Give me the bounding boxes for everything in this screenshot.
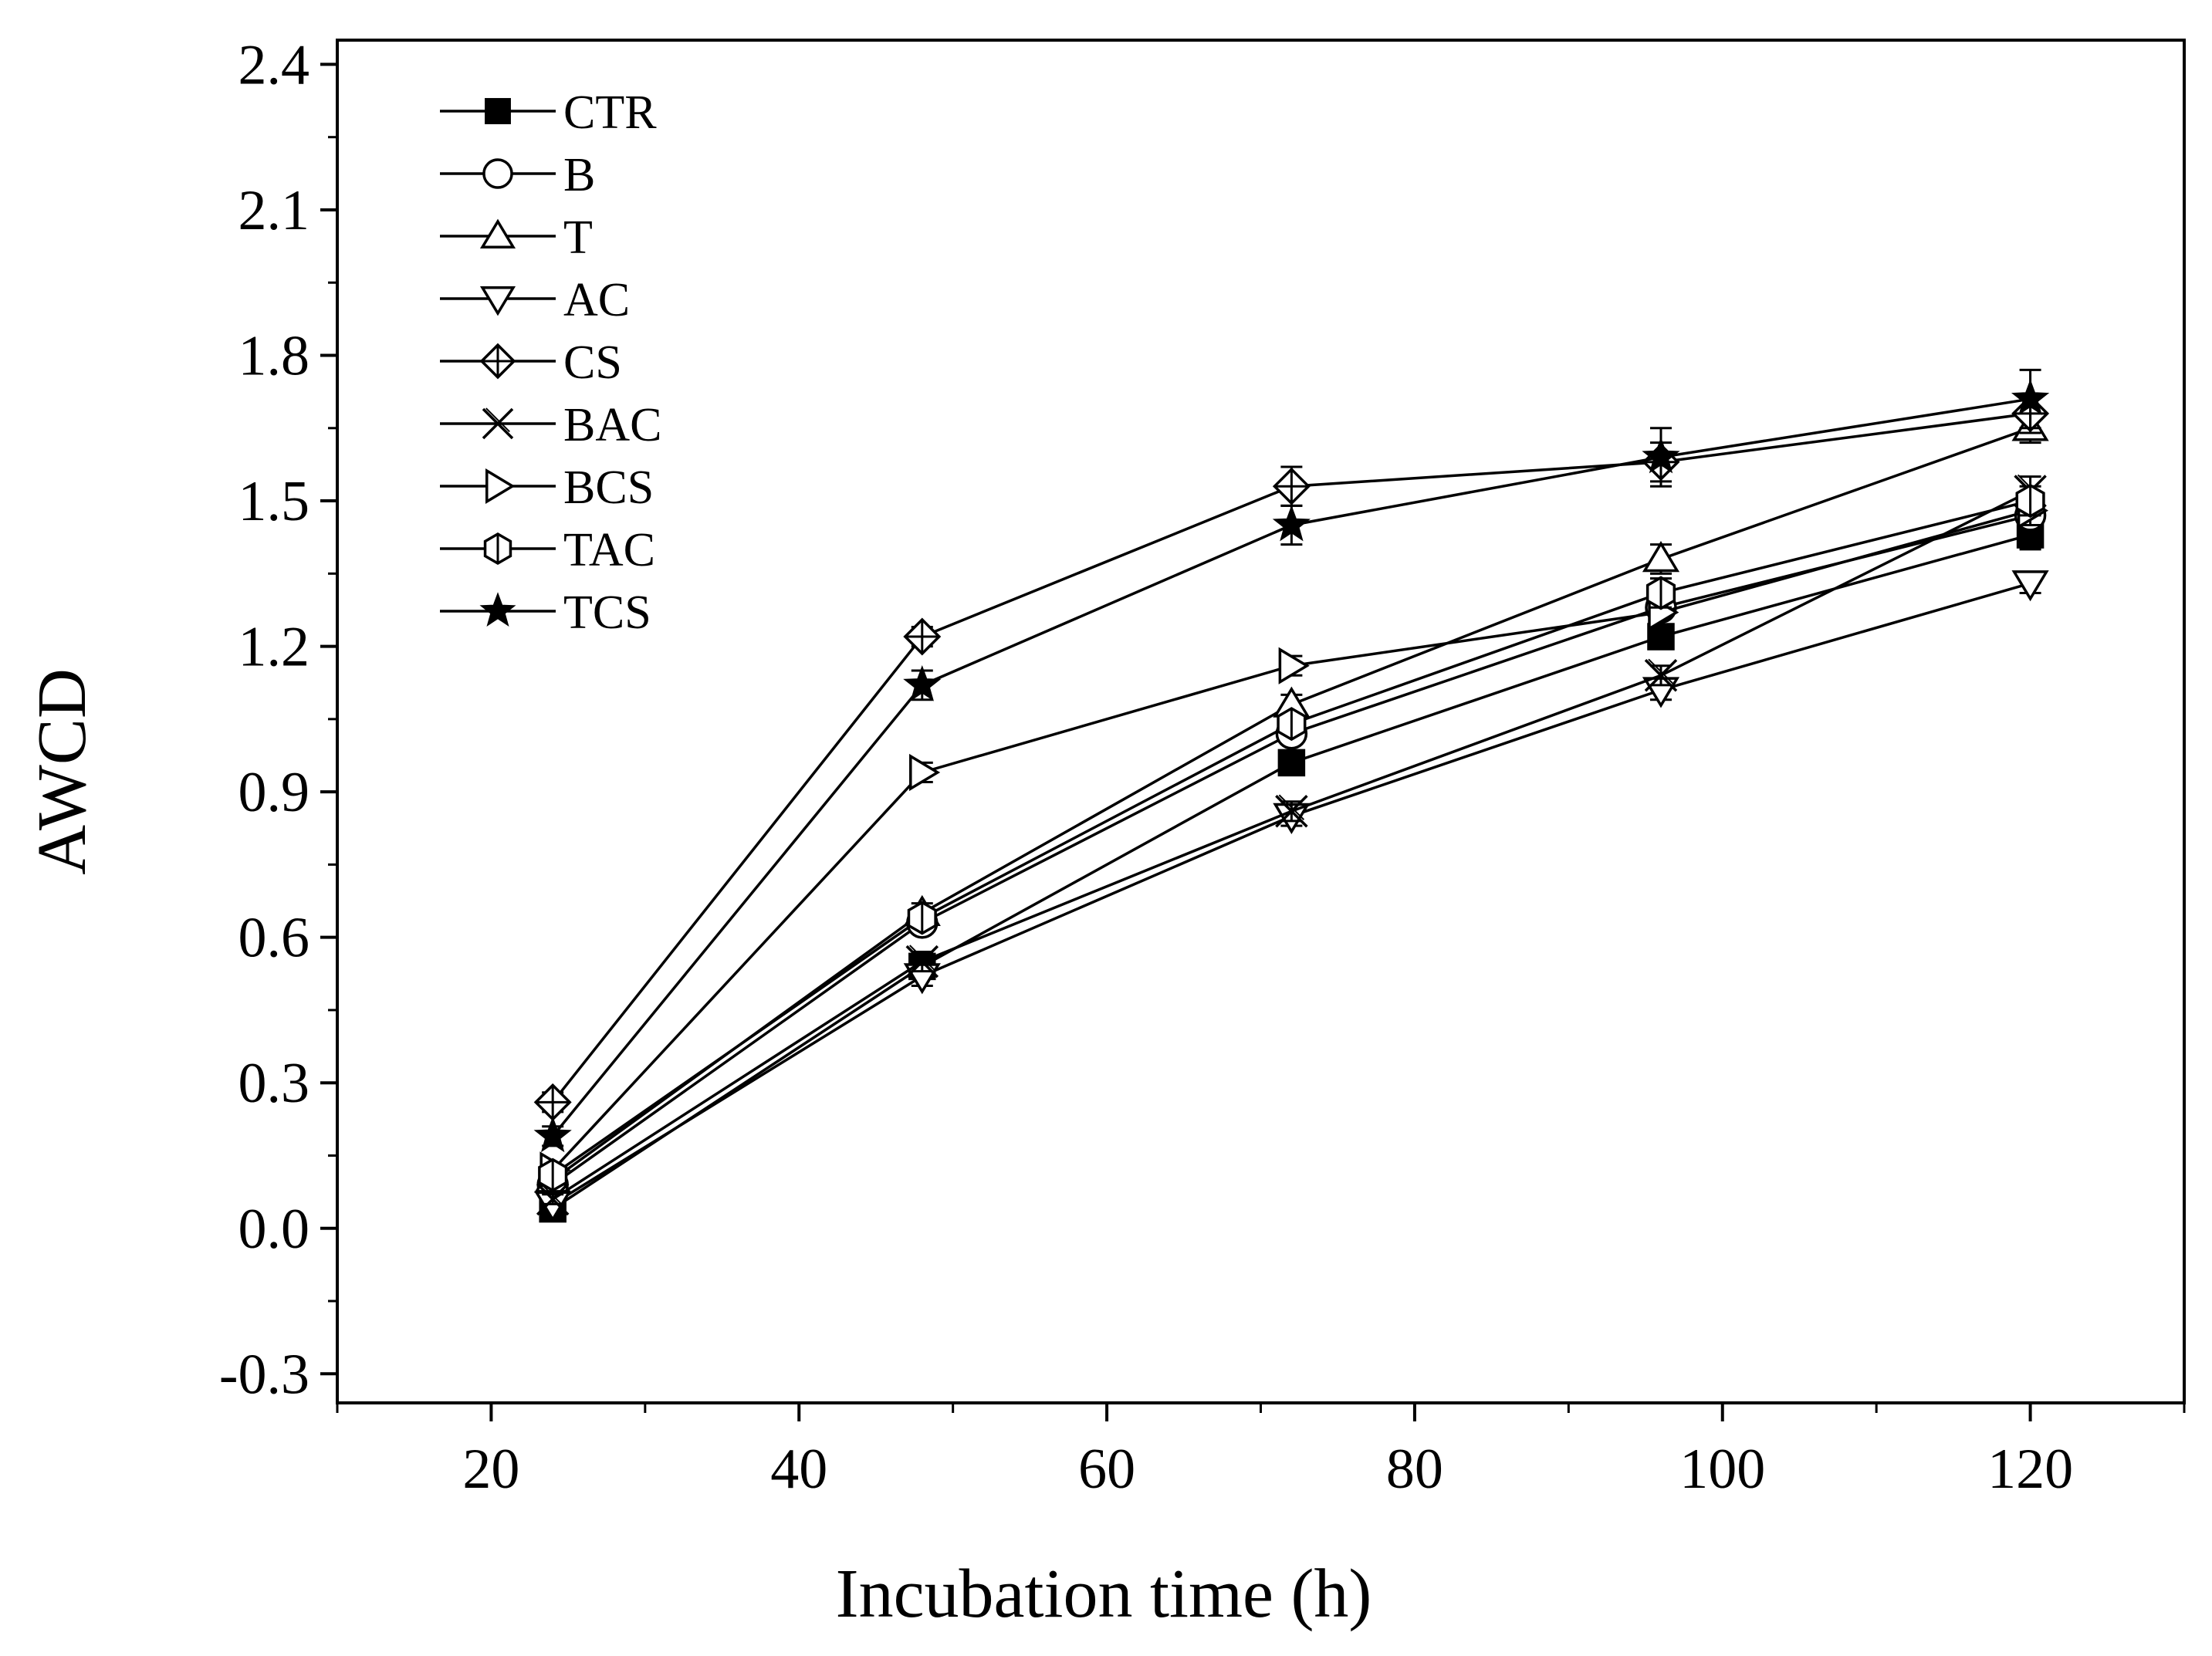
x-tick-label: 120 <box>1987 1438 2073 1501</box>
y-tick-label: -0.3 <box>219 1343 309 1406</box>
legend-label: AC <box>563 274 630 326</box>
x-tick-label: 100 <box>1679 1438 1765 1501</box>
data-point <box>2011 570 2049 602</box>
x-axis-title: Incubation time (h) <box>836 1556 1372 1632</box>
y-axis-title: AWCD <box>24 668 100 875</box>
marker-filled-star <box>479 592 516 627</box>
series-line <box>552 533 2031 1211</box>
data-point <box>1642 541 1680 573</box>
data-point <box>1644 658 1678 692</box>
legend-entry: CS <box>440 336 622 389</box>
series-tcs <box>533 368 2050 1153</box>
legend-entry: T <box>440 211 593 264</box>
data-point <box>903 617 942 656</box>
series-b <box>536 499 2047 1201</box>
x-tick-label: 40 <box>770 1438 827 1501</box>
marker-filled-square <box>485 98 511 124</box>
legend-entry: BCS <box>440 461 654 514</box>
marker-crossed-x <box>482 407 514 440</box>
data-point <box>909 753 941 792</box>
y-tick-label: 1.2 <box>238 616 310 679</box>
series-line <box>552 514 2031 1186</box>
marker-triangle-up <box>479 218 516 248</box>
marker-crossed-hexagon <box>483 532 512 566</box>
data-point <box>1277 749 1306 777</box>
legend-label: BAC <box>563 399 661 451</box>
x-tick-label: 60 <box>1078 1438 1135 1501</box>
data-point <box>903 664 942 701</box>
legend-label: CS <box>563 336 622 389</box>
data-point <box>1642 437 1680 474</box>
legend-entry: TAC <box>440 524 655 576</box>
legend-entry: CTR <box>440 86 657 139</box>
data-point <box>1647 623 1675 651</box>
data-point <box>907 901 937 935</box>
data-point <box>1278 647 1310 684</box>
series-line <box>551 509 2031 1171</box>
legend-entry: TCS <box>440 586 651 639</box>
legend-entry: B <box>440 149 595 201</box>
y-tick-label: 0.3 <box>238 1052 310 1115</box>
legend-label: TCS <box>563 586 651 639</box>
marker-triangle-right <box>485 468 516 505</box>
series-tac <box>538 484 2045 1192</box>
marker-crossed-diamond <box>479 343 516 380</box>
legend-label: B <box>563 149 595 201</box>
series-layer <box>533 368 2050 1223</box>
y-tick-label: 1.8 <box>238 325 310 388</box>
data-point <box>2015 484 2045 519</box>
data-point <box>538 1158 568 1192</box>
y-tick-label: 0.6 <box>238 907 310 970</box>
y-tick-label: 2.1 <box>238 179 310 242</box>
legend-entry: AC <box>440 274 630 326</box>
data-point <box>1272 505 1311 542</box>
data-point <box>1277 707 1307 742</box>
data-point <box>1275 794 1308 828</box>
y-tick-label: 2.4 <box>238 33 310 96</box>
data-point <box>533 1116 572 1153</box>
legend-label: TAC <box>563 524 655 576</box>
series-ctr <box>539 519 2045 1223</box>
x-tick-label: 80 <box>1386 1438 1443 1501</box>
data-point <box>2011 379 2050 416</box>
series-line <box>552 489 2031 1201</box>
series-bac <box>536 474 2047 1216</box>
x-tick-label: 20 <box>462 1438 519 1501</box>
legend-entry: BAC <box>440 399 661 451</box>
data-point <box>1272 467 1311 505</box>
marker-circle <box>482 158 513 189</box>
series-bcs <box>539 492 2048 1189</box>
legend-label: CTR <box>563 86 657 139</box>
legend-label: BCS <box>563 461 654 514</box>
y-tick-label: 0.9 <box>238 761 310 824</box>
y-tick-label: 0.0 <box>238 1198 310 1261</box>
y-tick-label: 1.5 <box>238 470 310 533</box>
data-point <box>905 945 939 978</box>
marker-triangle-down <box>479 286 516 316</box>
data-point <box>1645 576 1676 610</box>
axes-layer: -0.3 0.0 0.3 0.6 0.9 1.2 1.5 1.8 2.1 2.4 20 40 60 80 1… <box>219 33 2186 1501</box>
legend-label: T <box>563 211 593 264</box>
data-point <box>533 1083 572 1121</box>
